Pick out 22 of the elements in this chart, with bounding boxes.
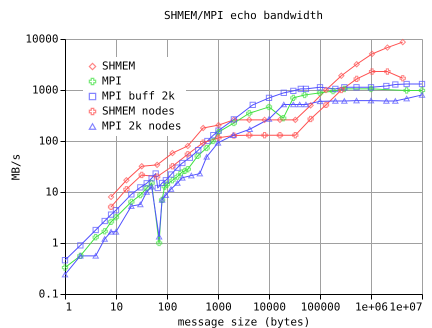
x-tick-label: 1000 <box>205 300 232 314</box>
x-axis-title: message size (bytes) <box>178 316 310 328</box>
y-tick-label: 1000 <box>32 84 58 96</box>
chart-title: SHMEM/MPI echo bandwidth <box>164 9 323 22</box>
y-tick-label: 1 <box>52 236 58 250</box>
x-tick-label: 1e+06 <box>354 300 388 314</box>
y-tick-label: 10 <box>45 186 58 198</box>
legend-label: MPI <box>102 74 122 88</box>
x-tick-label: 10 <box>110 300 124 314</box>
x-tick-label: 10000 <box>252 300 286 314</box>
y-tick-label: 10000 <box>25 32 58 46</box>
y-tick-label: 100 <box>38 134 58 148</box>
x-tick-label: 100000 <box>300 300 340 314</box>
legend-label: SHMEM <box>102 60 136 72</box>
x-tick-label: 1 <box>66 300 72 314</box>
legend-label: MPI buff 2k <box>102 90 176 102</box>
legend-label: SHMEM nodes <box>102 104 175 118</box>
legend-label: MPI 2k nodes <box>102 120 182 132</box>
x-tick-label: 1e+07 <box>389 300 422 314</box>
y-tick-label: 0.1 <box>38 288 58 300</box>
x-tick-label: 100 <box>158 300 178 314</box>
y-axis-title: MB/s <box>9 154 22 180</box>
